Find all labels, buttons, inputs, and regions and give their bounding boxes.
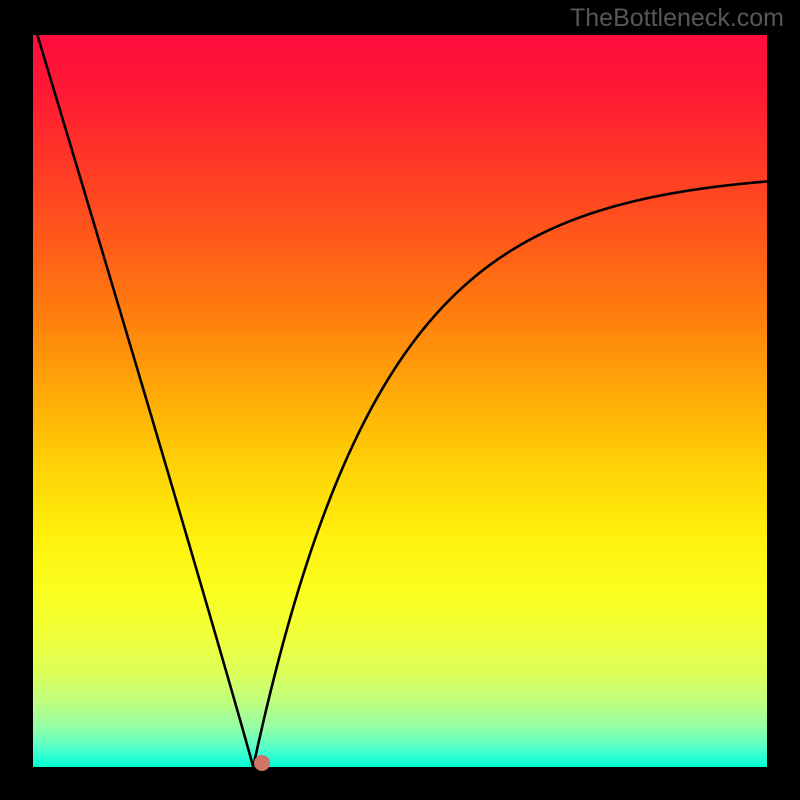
bottleneck-curve (33, 35, 767, 767)
optimum-marker (254, 755, 270, 771)
chart-stage: TheBottleneck.com (0, 0, 800, 800)
watermark-text: TheBottleneck.com (570, 4, 784, 33)
curve-layer (33, 35, 767, 767)
plot-frame (33, 35, 767, 767)
